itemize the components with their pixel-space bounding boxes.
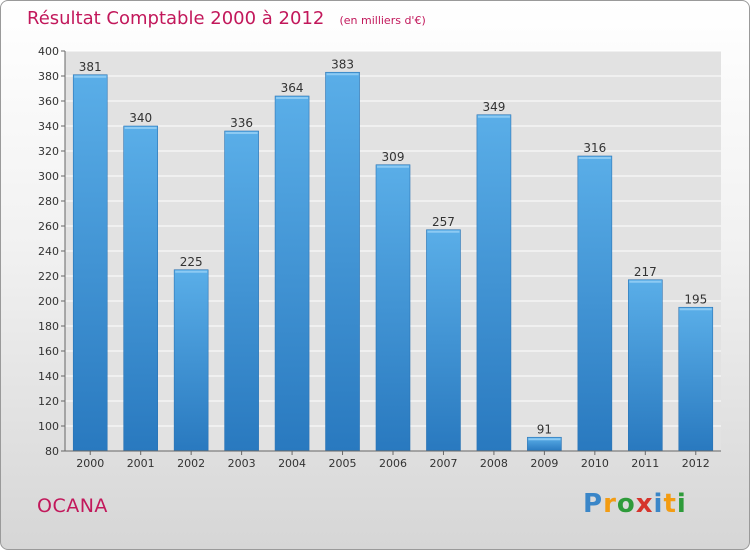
- x-tick-label: 2012: [682, 457, 710, 470]
- bar-2005: [325, 71, 360, 452]
- y-tick-label: 200: [38, 295, 59, 308]
- y-tick-label: 180: [38, 320, 59, 333]
- x-tick-label: 2004: [278, 457, 306, 470]
- value-label: 91: [537, 422, 552, 436]
- y-tick-label: 260: [38, 220, 59, 233]
- x-tick-label: 2001: [127, 457, 155, 470]
- bar-highlight: [175, 270, 208, 273]
- value-labels: 381 340 225 336 364 383 309 257 349 91 316 217 195: [79, 57, 707, 436]
- value-label: 364: [281, 81, 304, 95]
- x-tick-label: 2010: [581, 457, 609, 470]
- y-tick-label: 300: [38, 170, 59, 183]
- value-label: 336: [230, 116, 253, 130]
- y-axis: 80 100 120 140 160 180 200 220 240 260 280 300 320 34…: [38, 45, 66, 458]
- bar-2000: [72, 74, 108, 452]
- bar-highlight: [326, 73, 359, 76]
- y-tick-label: 280: [38, 195, 59, 208]
- x-tick-label: 2002: [177, 457, 205, 470]
- y-tick-label: 220: [38, 270, 59, 283]
- y-tick-label: 360: [38, 95, 59, 108]
- y-tick-label: 380: [38, 70, 59, 83]
- bar-highlight: [74, 75, 107, 78]
- bar-highlight: [124, 127, 157, 129]
- bars: [72, 71, 714, 452]
- value-label: 381: [79, 60, 102, 74]
- x-tick-label: 2006: [379, 457, 407, 470]
- y-tick-label: 120: [38, 395, 59, 408]
- value-label: 316: [583, 141, 606, 155]
- bar-highlight: [679, 308, 712, 311]
- y-tick-label: 400: [38, 45, 59, 58]
- x-tick-label: 2008: [480, 457, 508, 470]
- bar-2002: [173, 269, 209, 452]
- y-tick-label: 140: [38, 370, 59, 383]
- bar-2012: [678, 306, 714, 452]
- unit-note: (en milliers d'€): [339, 14, 426, 27]
- bar-highlight: [528, 438, 561, 441]
- value-label: 309: [382, 150, 405, 164]
- value-label: 340: [129, 111, 152, 125]
- y-tick-label: 80: [45, 445, 59, 458]
- bar-highlight: [225, 132, 258, 134]
- value-label: 217: [634, 265, 657, 279]
- bar-2011: [628, 279, 663, 452]
- x-tick-label: 2005: [329, 457, 357, 470]
- bar-2006: [375, 164, 411, 452]
- value-label: 257: [432, 215, 455, 229]
- logo-letter: o: [616, 489, 636, 519]
- logo-letter: x: [635, 489, 654, 519]
- y-tick-label: 320: [38, 145, 59, 158]
- bar-2003: [224, 130, 259, 452]
- bar-highlight: [477, 115, 510, 118]
- y-tick-label: 100: [38, 420, 59, 433]
- logo-letter: r: [603, 489, 617, 519]
- value-label: 195: [684, 292, 707, 306]
- bar-2007: [426, 229, 461, 452]
- y-tick-label: 340: [38, 120, 59, 133]
- chart-title-text: Résultat Comptable 2000 à 2012: [27, 8, 325, 29]
- x-tick-label: 2003: [228, 457, 256, 470]
- bar-2004: [274, 95, 310, 452]
- bar-highlight: [276, 97, 309, 99]
- value-label: 225: [180, 255, 203, 269]
- bar-highlight: [629, 280, 662, 283]
- bar-2008: [476, 114, 512, 452]
- bar-highlight: [427, 230, 460, 233]
- bar-2001: [123, 125, 158, 452]
- x-tick-label: 2007: [429, 457, 457, 470]
- bar-highlight: [578, 157, 611, 159]
- logo-letter: P: [583, 489, 604, 519]
- proxiti-logo: Proxiti: [583, 489, 687, 519]
- value-label: 383: [331, 57, 354, 71]
- x-tick-label: 2009: [530, 457, 558, 470]
- chart-title: Résultat Comptable 2000 à 2012 (en milli…: [27, 8, 426, 29]
- logo-letter: t: [663, 489, 677, 519]
- value-label: 349: [482, 100, 505, 114]
- commune-name: OCANA: [37, 495, 108, 517]
- bar-2010: [577, 155, 613, 452]
- x-tick-label: 2011: [631, 457, 659, 470]
- x-axis: 2000 2001 2002 2003 2004 2005 2006 2007 2008 2009…: [65, 450, 721, 470]
- y-tick-label: 160: [38, 345, 59, 358]
- bar-highlight: [377, 165, 409, 168]
- logo-letter: i: [676, 489, 687, 519]
- logo-letter: i: [653, 489, 664, 519]
- x-tick-label: 2000: [76, 457, 104, 470]
- y-tick-label: 240: [38, 245, 59, 258]
